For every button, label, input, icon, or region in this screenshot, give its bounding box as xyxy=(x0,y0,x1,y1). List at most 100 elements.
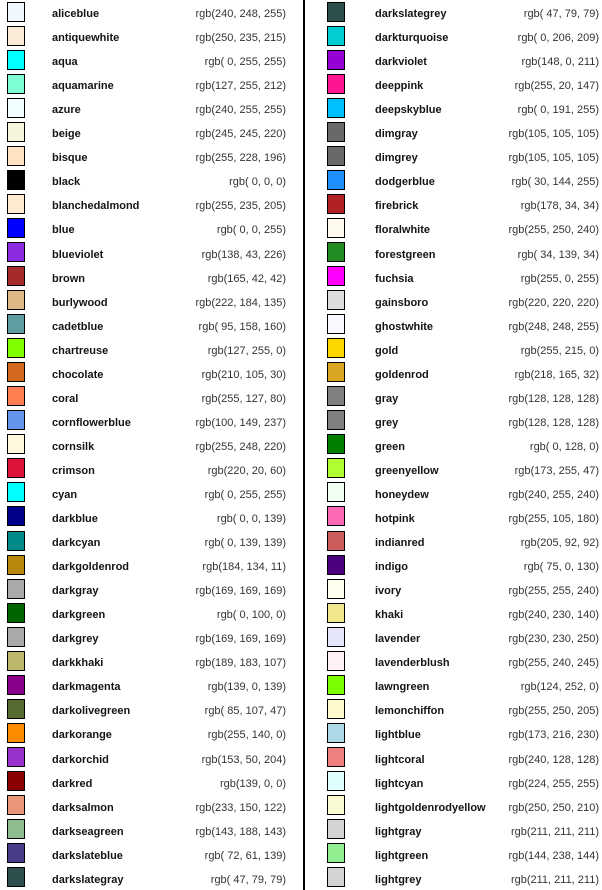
color-swatch xyxy=(327,25,345,46)
color-swatch xyxy=(7,241,25,262)
color-rgb-value: rgb(240, 128, 128) xyxy=(508,753,599,766)
color-name: lightgray xyxy=(375,825,422,838)
color-swatch xyxy=(327,795,345,816)
color-swatch xyxy=(327,97,345,118)
color-name: darkblue xyxy=(52,513,98,526)
color-rgb-value: rgb(255, 240, 245) xyxy=(508,657,599,670)
color-rgb-value: rgb(255, 20, 147) xyxy=(514,80,599,93)
color-name: dimgrey xyxy=(375,152,418,165)
color-row: floralwhite rgb(255, 250, 240) xyxy=(305,216,602,240)
color-name: darkorchid xyxy=(52,753,109,766)
color-name: burlywood xyxy=(52,296,108,309)
color-rgb-value: rgb(255, 215, 0) xyxy=(520,344,599,357)
color-name: beige xyxy=(52,128,81,141)
color-name: gray xyxy=(375,392,399,405)
color-swatch xyxy=(327,386,345,407)
color-row: darkmagenta rgb(139, 0, 139) xyxy=(0,673,303,697)
color-row: cadetblue rgb( 95, 158, 160) xyxy=(0,313,303,337)
color-rgb-value: rgb(127, 255, 0) xyxy=(207,344,286,357)
color-swatch xyxy=(7,554,25,575)
color-rgb-value: rgb(105, 105, 105) xyxy=(508,128,599,141)
color-rgb-value: rgb( 0, 0, 255) xyxy=(216,224,286,237)
color-name: darkgrey xyxy=(52,633,99,646)
color-rgb-value: rgb(255, 248, 220) xyxy=(195,440,286,453)
color-rgb-value: rgb( 30, 144, 255) xyxy=(511,176,599,189)
color-row: ivory rgb(255, 255, 240) xyxy=(305,577,602,601)
color-rgb-value: rgb( 0, 139, 139) xyxy=(204,537,286,550)
color-name: fuchsia xyxy=(375,272,414,285)
color-swatch xyxy=(327,867,345,888)
color-swatch xyxy=(327,722,345,743)
color-rgb-value: rgb(255, 228, 196) xyxy=(195,152,286,165)
color-name: hotpink xyxy=(375,513,415,526)
color-row: lightcoral rgb(240, 128, 128) xyxy=(305,745,602,769)
color-row: chartreuse rgb(127, 255, 0) xyxy=(0,337,303,361)
color-row: darkcyan rgb( 0, 139, 139) xyxy=(0,529,303,553)
color-name: antiquewhite xyxy=(52,32,120,45)
color-rgb-value: rgb(173, 255, 47) xyxy=(514,464,599,477)
color-swatch xyxy=(7,843,25,864)
color-name: black xyxy=(52,176,81,189)
color-rgb-value: rgb( 0, 0, 0) xyxy=(229,176,286,189)
color-swatch xyxy=(7,771,25,791)
color-name: goldenrod xyxy=(375,368,429,381)
color-rgb-value: rgb( 72, 61, 139) xyxy=(204,849,286,862)
color-row: antiquewhite rgb(250, 235, 215) xyxy=(0,24,303,48)
color-swatch xyxy=(327,626,345,647)
color-swatch xyxy=(327,314,345,335)
color-name: firebrick xyxy=(375,200,419,213)
color-rgb-value: rgb(205, 92, 92) xyxy=(520,537,599,550)
color-name: cyan xyxy=(52,488,78,501)
color-row: ghostwhite rgb(248, 248, 255) xyxy=(305,313,602,337)
color-rgb-value: rgb( 34, 139, 34) xyxy=(517,248,599,261)
color-row: dodgerblue rgb( 30, 144, 255) xyxy=(305,168,602,192)
color-rgb-value: rgb(255, 235, 205) xyxy=(195,200,286,213)
color-row: green rgb( 0, 128, 0) xyxy=(305,433,602,457)
color-row: lightblue rgb(173, 216, 230) xyxy=(305,721,602,745)
color-swatch xyxy=(327,554,345,575)
color-row: gold rgb(255, 215, 0) xyxy=(305,337,602,361)
color-name: ivory xyxy=(375,585,402,598)
color-name: darkseagreen xyxy=(52,825,124,838)
color-swatch xyxy=(327,819,345,840)
color-swatch xyxy=(7,73,25,94)
color-row: darkred rgb(139, 0, 0) xyxy=(0,770,303,794)
color-row: blue rgb( 0, 0, 255) xyxy=(0,216,303,240)
color-swatch xyxy=(7,25,25,46)
color-rgb-value: rgb(255, 140, 0) xyxy=(207,729,286,742)
color-rgb-value: rgb( 47, 79, 79) xyxy=(523,8,599,21)
color-row: deeppink rgb(255, 20, 147) xyxy=(305,72,602,96)
color-name: dodgerblue xyxy=(375,176,435,189)
color-name: darkslateblue xyxy=(52,849,123,862)
color-swatch xyxy=(327,458,345,479)
color-row: brown rgb(165, 42, 42) xyxy=(0,265,303,289)
color-row: dimgrey rgb(105, 105, 105) xyxy=(305,144,602,168)
color-rgb-value: rgb(248, 248, 255) xyxy=(508,320,599,333)
color-name: aquamarine xyxy=(52,80,114,93)
color-name: lavenderblush xyxy=(375,657,450,670)
color-swatch xyxy=(327,145,345,166)
color-rgb-value: rgb(128, 128, 128) xyxy=(508,392,599,405)
color-rgb-value: rgb( 0, 100, 0) xyxy=(216,609,286,622)
color-rgb-value: rgb(240, 255, 240) xyxy=(508,488,599,501)
color-row: chocolate rgb(210, 105, 30) xyxy=(0,361,303,385)
color-swatch xyxy=(7,290,25,311)
color-name: darkorange xyxy=(52,729,112,742)
color-row: dimgray rgb(105, 105, 105) xyxy=(305,120,602,144)
color-name: darkslategray xyxy=(52,873,124,886)
color-name: darksalmon xyxy=(52,801,114,814)
color-row: aqua rgb( 0, 255, 255) xyxy=(0,48,303,72)
color-swatch xyxy=(327,771,345,791)
color-swatch xyxy=(7,674,25,695)
color-swatch xyxy=(7,626,25,647)
color-name: brown xyxy=(52,272,85,285)
color-name: greenyellow xyxy=(375,464,439,477)
color-swatch xyxy=(7,266,25,287)
color-row: darkgoldenrod rgb(184, 134, 11) xyxy=(0,553,303,577)
color-name: lightgreen xyxy=(375,849,429,862)
color-name: deeppink xyxy=(375,80,424,93)
color-rgb-value: rgb(128, 128, 128) xyxy=(508,416,599,429)
color-name: bisque xyxy=(52,152,88,165)
color-row: darkgray rgb(169, 169, 169) xyxy=(0,577,303,601)
